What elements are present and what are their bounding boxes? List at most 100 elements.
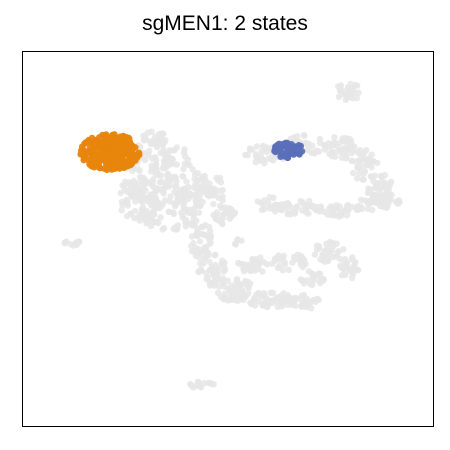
background-cell <box>180 204 187 211</box>
background-cell <box>165 162 172 169</box>
background-cell <box>137 211 144 219</box>
background-cell <box>337 262 344 270</box>
background-cell <box>119 201 126 209</box>
background-cell <box>205 379 212 386</box>
state-1-cell <box>86 144 94 151</box>
background-cell <box>304 145 311 152</box>
background-cell <box>329 142 336 149</box>
background-cell <box>341 255 349 263</box>
state-1-cell <box>82 139 90 146</box>
background-cell <box>356 150 363 157</box>
background-cell <box>196 382 203 390</box>
background-cell <box>372 184 380 191</box>
background-cell <box>315 242 323 250</box>
background-cell <box>224 277 231 285</box>
background-cell <box>147 222 155 230</box>
background-cell <box>194 226 201 233</box>
background-cell <box>343 212 351 219</box>
background-cell <box>327 203 335 210</box>
background-cell <box>234 297 241 304</box>
background-cell <box>216 187 223 195</box>
background-cell <box>241 261 248 268</box>
background-cell <box>348 268 356 275</box>
background-cell <box>232 241 240 248</box>
background-cell <box>154 203 161 210</box>
state-1-cell <box>114 162 122 169</box>
background-cell <box>218 204 225 212</box>
background-cell <box>271 257 278 264</box>
background-cell <box>301 256 308 264</box>
background-cell <box>214 177 222 184</box>
background-cell <box>244 152 251 159</box>
state-1-cell <box>129 150 136 157</box>
background-cell <box>285 266 292 274</box>
background-cell <box>354 266 362 274</box>
background-cell <box>135 191 142 198</box>
state-1-cell <box>78 150 85 157</box>
background-cell <box>265 155 272 162</box>
background-cell <box>214 289 222 297</box>
background-cell <box>190 239 197 247</box>
background-cell <box>206 192 213 199</box>
background-cell <box>142 216 149 223</box>
state-1-cell <box>104 148 112 155</box>
background-cell <box>131 214 138 222</box>
background-cell <box>152 195 159 202</box>
background-cell <box>319 257 327 264</box>
background-cell <box>207 234 215 241</box>
background-cell <box>74 238 81 246</box>
background-cell <box>207 266 214 273</box>
background-cell <box>336 203 343 210</box>
state-1-cell <box>102 135 110 143</box>
background-cell <box>202 187 209 195</box>
background-cell <box>237 281 244 289</box>
background-cell <box>278 303 286 310</box>
background-cell <box>152 156 160 164</box>
background-cell <box>194 232 201 239</box>
background-cell <box>241 268 248 275</box>
background-cell <box>194 169 201 177</box>
background-cell <box>149 176 157 183</box>
background-cell <box>387 178 395 186</box>
background-cell <box>204 273 211 281</box>
background-cell <box>281 258 288 266</box>
state-1-cell <box>110 144 118 151</box>
background-cell <box>356 170 363 177</box>
background-cell <box>192 196 199 203</box>
background-cell <box>261 160 268 167</box>
background-cell <box>330 243 337 250</box>
state-1-cell <box>120 132 127 140</box>
background-cell <box>244 278 252 286</box>
state-1-cell <box>105 157 113 165</box>
background-cell <box>179 212 186 219</box>
background-cell <box>199 223 207 231</box>
background-cell <box>188 247 196 255</box>
highlighted-states-layer <box>77 131 306 174</box>
background-cell <box>219 211 226 219</box>
background-cell <box>182 216 190 224</box>
background-cell <box>262 145 269 152</box>
background-cell <box>355 157 362 164</box>
background-cell <box>277 205 285 213</box>
background-cell <box>235 292 242 299</box>
background-cell <box>306 280 314 288</box>
background-cell <box>279 267 286 274</box>
background-cell <box>291 210 298 217</box>
background-cell <box>130 177 138 185</box>
background-cell <box>191 184 198 191</box>
background-cell <box>200 260 207 267</box>
state-1-cell <box>88 134 96 142</box>
background-cell <box>344 141 351 149</box>
background-cell <box>304 202 312 210</box>
background-cell <box>163 181 170 188</box>
state-1-cell <box>133 154 141 161</box>
plot-frame <box>22 51 434 427</box>
background-cell <box>337 82 345 89</box>
background-cell <box>140 132 147 139</box>
background-cell <box>168 155 175 162</box>
background-cell <box>195 209 203 216</box>
background-cell <box>206 227 214 235</box>
state-1-cell <box>93 152 100 159</box>
background-cell <box>374 159 381 167</box>
background-cell <box>358 196 365 203</box>
